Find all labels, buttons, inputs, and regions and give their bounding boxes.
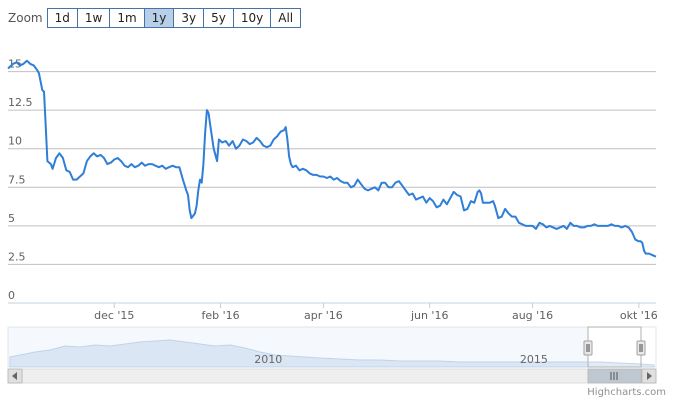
zoom-3y-button[interactable]: 3y (173, 8, 205, 28)
x-tick-label: dec '15 (94, 309, 134, 322)
zoom-bar: Zoom 1d 1w 1m 1y 3y 5y 10y All (8, 8, 302, 28)
zoom-all-button[interactable]: All (270, 8, 302, 28)
navigator[interactable]: 2010 2015 (7, 326, 657, 368)
credits-link[interactable]: Highcharts.com (587, 387, 666, 398)
y-tick-label: 2.5 (8, 250, 26, 263)
x-axis-ticks: dec '15 feb '16 apr '16 jun '16 aug '16 okt '… (94, 303, 658, 322)
y-tick-label: 0 (8, 289, 15, 302)
zoom-10y-button[interactable]: 10y (232, 8, 272, 28)
price-series-line[interactable] (7, 59, 657, 258)
navigator-left-handle[interactable] (583, 340, 593, 356)
zoom-5y-button[interactable]: 5y (203, 8, 234, 28)
zoom-1y-button[interactable]: 1y (143, 8, 175, 28)
y-tick-label: 10 (8, 135, 22, 148)
y-tick-label: 12.5 (8, 96, 33, 109)
x-tick-label: aug '16 (512, 309, 553, 322)
scrollbar-track[interactable] (7, 368, 657, 384)
zoom-label: Zoom (8, 11, 43, 25)
navigator-label-2010: 2010 (254, 353, 282, 366)
navigator-right-handle[interactable] (636, 340, 646, 356)
scrollbar-right-arrow[interactable] (641, 368, 657, 384)
zoom-1m-button[interactable]: 1m (109, 8, 145, 28)
y-gridlines (8, 71, 656, 265)
scrollbar-left-arrow[interactable] (7, 368, 23, 384)
scrollbar[interactable] (7, 368, 657, 384)
x-tick-label: apr '16 (304, 309, 343, 322)
navigator-label-2015: 2015 (520, 353, 548, 366)
x-tick-label: jun '16 (410, 309, 449, 322)
x-tick-label: feb '16 (202, 309, 240, 322)
y-tick-label: 5 (8, 212, 15, 225)
zoom-1d-button[interactable]: 1d (46, 8, 78, 28)
navigator-series-area (9, 339, 655, 368)
scrollbar-thumb[interactable] (587, 368, 642, 384)
y-tick-label: 7.5 (8, 173, 26, 186)
x-tick-label: okt '16 (620, 309, 658, 322)
navigator-left-mask (8, 327, 588, 367)
